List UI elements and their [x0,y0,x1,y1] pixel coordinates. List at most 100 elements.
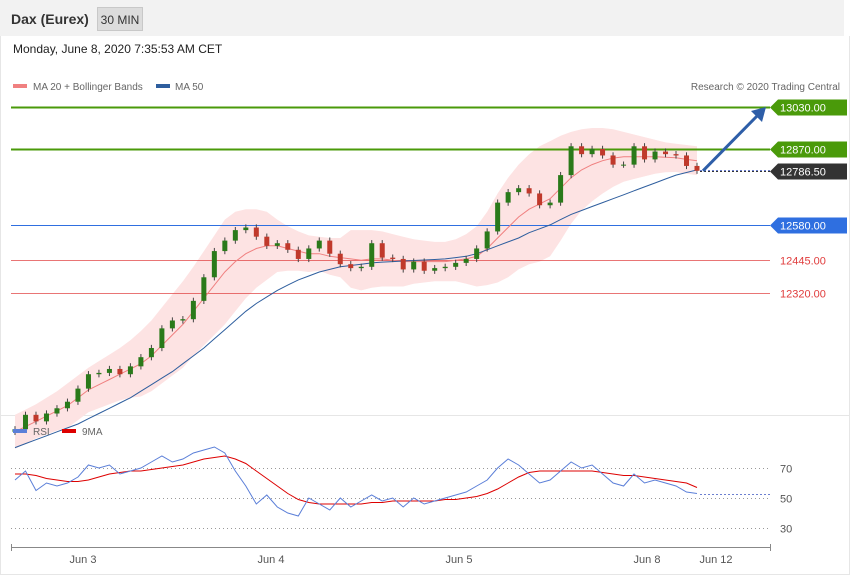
candle-46 [495,199,501,235]
candle-54 [579,143,585,158]
candle-body [463,258,469,263]
price-chart: 13030.00 12870.00 12580.00 12445.00 12320.00… [11,99,847,449]
level-label-12445.00: 12445.00 [780,256,826,268]
rsi-tick-70: 70 [780,464,792,476]
candle-60 [642,143,648,163]
rsi-line [14,446,698,517]
candle-8 [96,369,102,378]
candle-2 [33,411,39,425]
level-label-12870.00: 12870.00 [780,145,826,157]
candle-48 [516,185,522,196]
candle-29 [316,237,322,252]
candle-47 [505,188,511,206]
time-label-jun-5: Jun 5 [446,554,473,566]
candle-body [232,230,238,241]
candle-20 [222,237,228,255]
candle-body [505,192,511,203]
candle-body [673,154,679,156]
candle-body [96,372,102,375]
chart-header: Dax (Eurex) 30 MIN [0,0,844,36]
candle-body [516,188,522,193]
candle-body [117,368,123,375]
candle-body [348,264,354,269]
ma9-legend-swatch [62,429,76,433]
candle-6 [75,385,81,405]
candle-19 [211,247,217,281]
candle-43 [463,255,469,267]
candle-body [400,258,406,270]
candle-52 [558,171,564,206]
ma50-legend-label: MA 50 [175,82,204,93]
candle-64 [684,152,690,170]
candle-body [159,328,165,349]
candle-4 [54,405,60,417]
candle-body [169,320,175,329]
candle-body [694,165,700,171]
level-label-12580.00: 12580.00 [780,221,826,233]
candle-body [453,262,459,267]
candle-36 [390,254,396,263]
candle-12 [138,354,144,370]
ma20-legend-label: MA 20 + Bollinger Bands [33,82,143,93]
time-label-jun-3: Jun 3 [70,554,97,566]
ma50-line [14,169,698,449]
candle-body [663,151,669,155]
ma20-legend-swatch [13,84,27,88]
candle-body [316,240,322,249]
forecast-arrow-shaft [701,111,762,172]
chart-timestamp: Monday, June 8, 2020 7:35:53 AM CET [13,42,223,56]
candle-body [201,277,207,301]
candle-body [358,266,364,269]
candle-body [442,266,448,269]
candle-28 [306,245,312,263]
instrument-title: Dax (Eurex) [11,11,89,27]
candle-65 [694,162,700,174]
candle-body [589,148,595,155]
candle-5 [64,398,70,412]
candle-40 [432,264,438,274]
candle-body [211,251,217,278]
level-label-12320.00: 12320.00 [780,289,826,301]
candle-body [106,368,112,373]
candle-body [421,261,427,271]
candle-27 [295,246,301,263]
candle-body [642,146,648,160]
candle-39 [421,258,427,274]
candle-22 [243,224,249,234]
candle-body [54,408,60,414]
candle-body [526,188,532,194]
rsi-legend-label: RSI [33,427,50,438]
candle-body [579,146,585,155]
candle-35 [379,240,385,261]
candle-16 [180,316,186,324]
candle-38 [411,258,417,273]
candle-body [148,348,154,358]
candle-62 [663,148,669,158]
candle-11 [127,363,133,378]
candle-3 [43,410,49,425]
candle-body [547,202,553,206]
candle-body [600,148,606,156]
candle-body [190,300,196,320]
candle-58 [621,161,627,168]
candle-body [558,175,564,203]
candle-body [295,249,301,259]
rsi-legend-swatch [13,429,27,433]
candle-10 [117,365,123,378]
candle-body [495,202,501,232]
candle-23 [253,224,259,240]
candle-body [75,388,81,402]
level-tag-13030.00 [770,99,847,116]
candle-49 [526,185,532,197]
candle-body [684,155,690,166]
candle-body [138,357,144,367]
candle-body [285,243,291,250]
candle-body [306,248,312,259]
candle-body [22,414,28,430]
forecast-arrow-head [751,107,766,122]
candle-body [568,146,574,176]
candle-body [337,253,343,265]
interval-button[interactable]: 30 MIN [97,7,143,31]
candle-34 [369,240,375,270]
